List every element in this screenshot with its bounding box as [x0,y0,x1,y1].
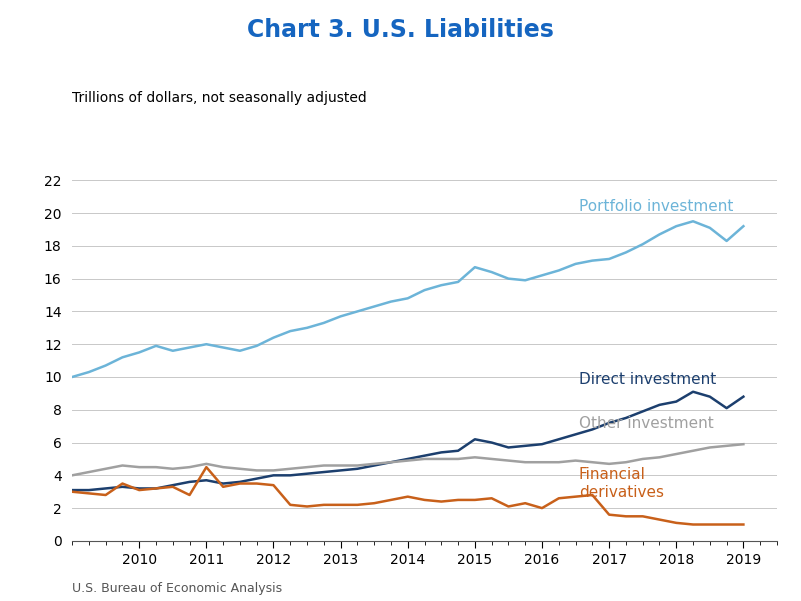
Text: Portfolio investment: Portfolio investment [579,199,733,214]
Text: Direct investment: Direct investment [579,372,716,387]
Text: Other investment: Other investment [579,416,714,431]
Text: U.S. Bureau of Economic Analysis: U.S. Bureau of Economic Analysis [72,582,282,595]
Text: Financial
derivatives: Financial derivatives [579,468,664,500]
Text: Chart 3. U.S. Liabilities: Chart 3. U.S. Liabilities [247,18,554,42]
Text: Trillions of dollars, not seasonally adjusted: Trillions of dollars, not seasonally adj… [72,91,367,105]
